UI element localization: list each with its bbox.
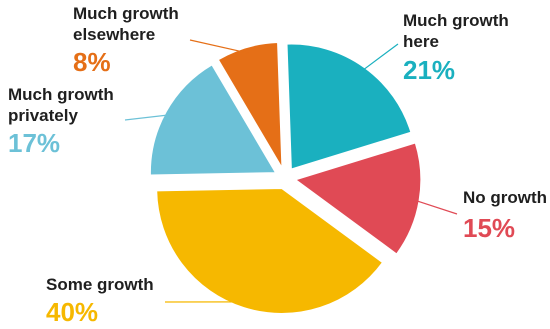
slice-some-growth [156,187,384,314]
slice-much-growth-elsewhere [217,41,283,168]
data-label: 8% [73,47,111,77]
label-much-growth-here: Much growth here 21% [403,11,509,85]
pie-slices [149,41,422,314]
label-name-line: Much growth [8,85,114,104]
slice-much-growth-here [286,43,412,170]
label-name-line: Much growth [73,4,179,23]
label-name-line: elsewhere [73,25,155,44]
label-much-growth-elsewhere: Much growth elsewhere 8% [73,4,179,77]
label-much-growth-privately: Much growth privately 17% [8,85,114,158]
leader-line [412,199,458,215]
label-name-line: privately [8,106,78,125]
slice-labels: Much growth here 21% No growth 15% Some … [8,4,547,327]
label-name-line: Some growth [46,275,154,294]
label-some-growth: Some growth 40% [46,275,154,327]
data-label: 40% [46,297,98,327]
leader-lines [124,39,458,303]
leader-line [189,39,249,54]
slice-much-growth-privately [149,64,277,176]
data-label: 15% [463,213,515,243]
data-label: 21% [403,55,455,85]
slice-no-growth [294,142,422,255]
label-name-line: here [403,32,439,51]
label-name-line: Much growth [403,11,509,30]
label-no-growth: No growth 15% [463,188,547,243]
leader-line [359,43,399,73]
label-name-line: No growth [463,188,547,207]
leader-line [124,114,172,121]
data-label: 17% [8,128,60,158]
